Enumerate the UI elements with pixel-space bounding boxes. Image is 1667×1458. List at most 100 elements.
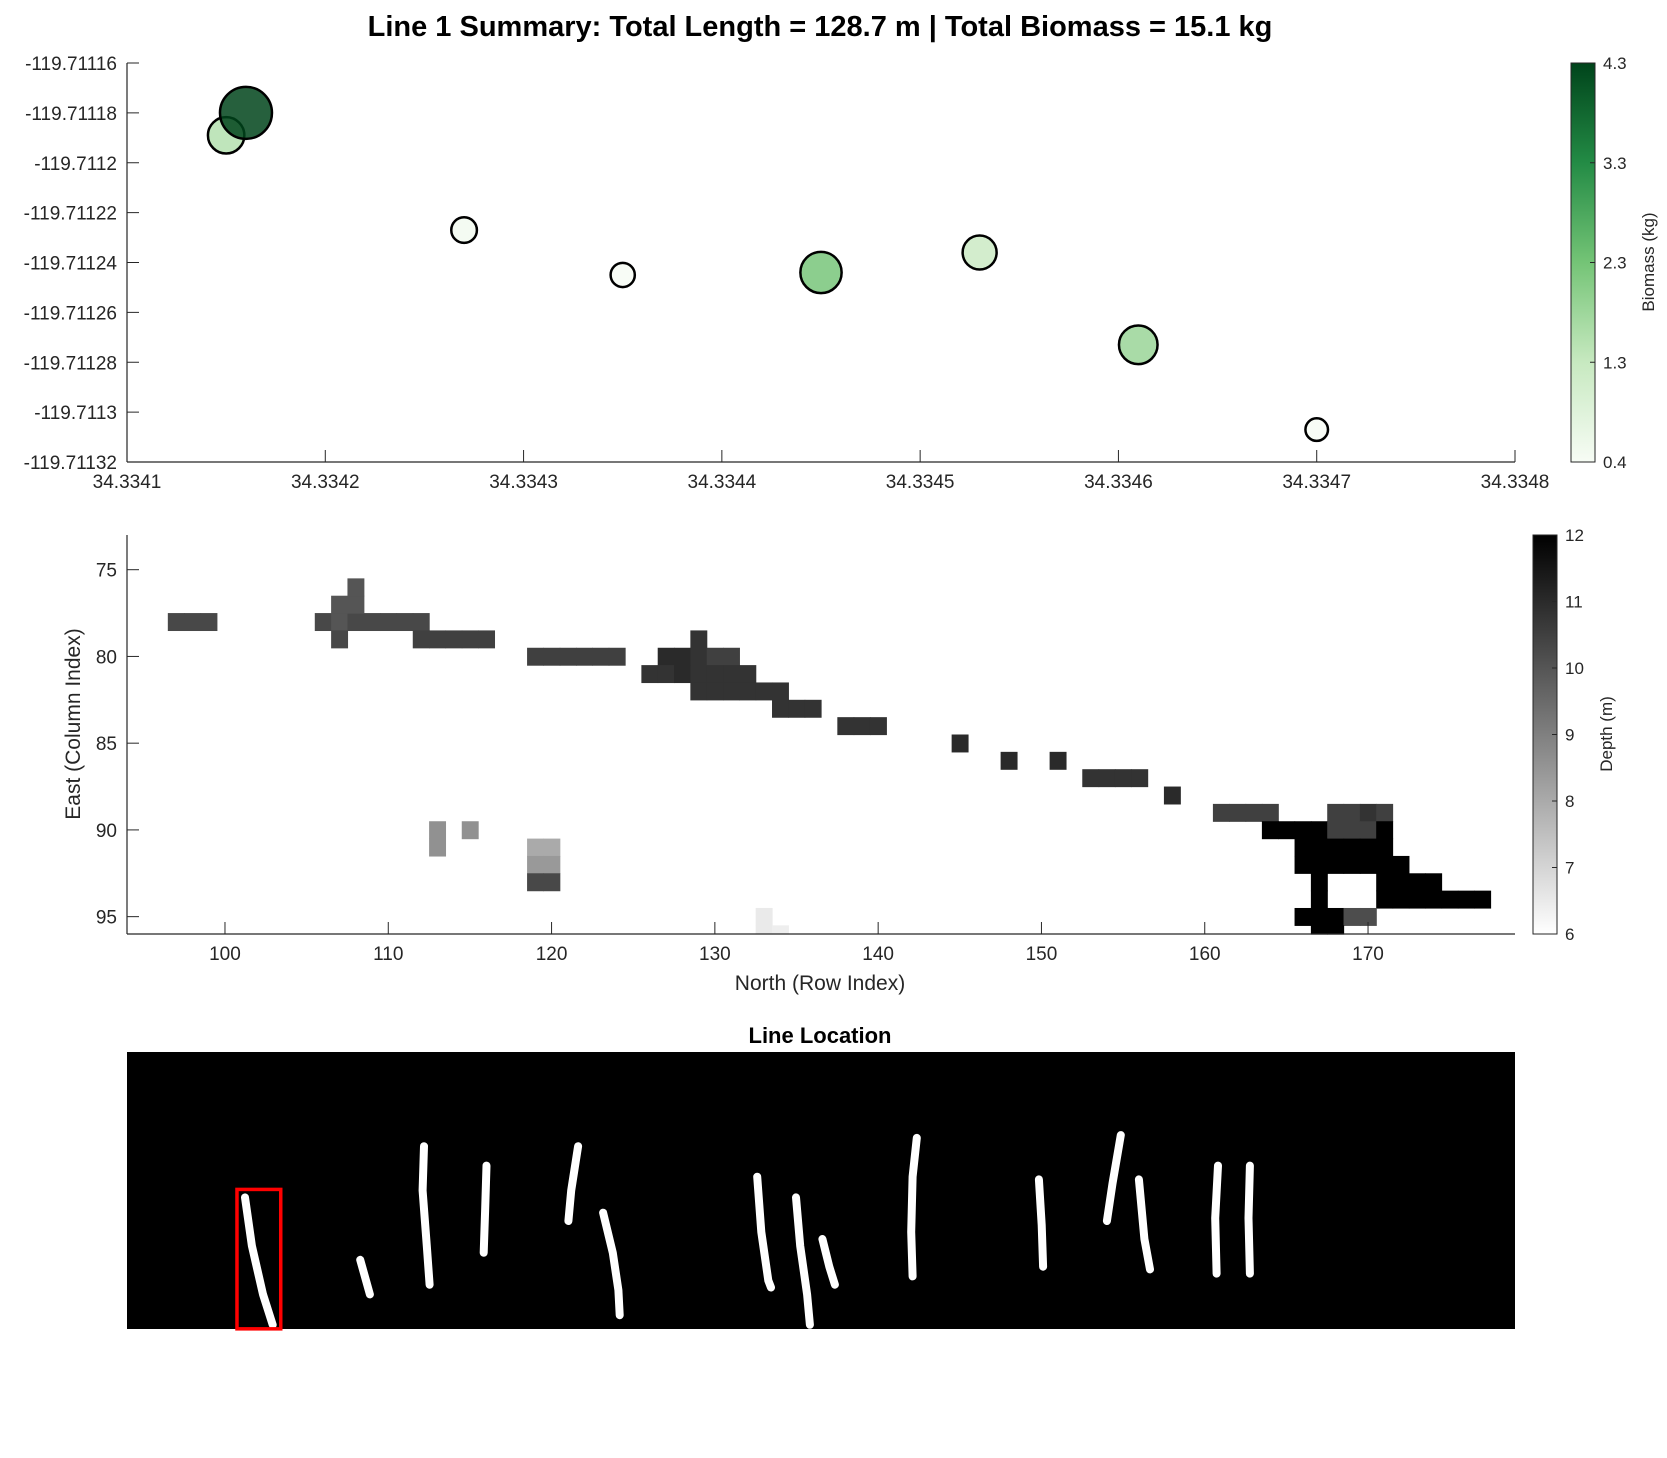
depth-cell: [869, 717, 887, 736]
depth-cell: [1474, 890, 1492, 909]
depth-cell: [1376, 890, 1394, 909]
depth-cell: [1310, 925, 1328, 935]
depth-x-tick-label: 110: [373, 944, 403, 965]
depth-map-ylabel: East (Column Index): [62, 628, 85, 819]
depth-cell: [543, 838, 561, 857]
depth-cells: [167, 578, 1492, 935]
depth-colorbar-tick-label: 10: [1565, 659, 1584, 678]
bubble-y-tick-label: -119.71116: [25, 54, 117, 75]
depth-cell: [527, 873, 544, 892]
bubble-x-tick-label: 34.3343: [489, 472, 558, 493]
depth-cell: [690, 665, 708, 684]
depth-cell: [723, 665, 740, 684]
bubble-y-tick-label: -119.7112: [34, 154, 117, 175]
line-stroke: [1244, 1161, 1254, 1278]
depth-cell: [1392, 890, 1410, 909]
depth-cell: [1310, 855, 1328, 874]
depth-cell: [363, 613, 381, 632]
depth-cell: [1408, 873, 1426, 892]
depth-cell: [543, 855, 561, 874]
biomass-colorbar-label: Biomass (kg): [1639, 212, 1658, 311]
bubble-y-tick-label: -119.71132: [24, 453, 117, 474]
depth-cell: [1082, 769, 1100, 788]
biomass-colorbar-tick-label: 2.3: [1603, 254, 1627, 273]
depth-cell: [837, 717, 855, 736]
depth-colorbar-tick-label: 6: [1565, 925, 1574, 944]
depth-x-tick-label: 100: [209, 944, 241, 965]
depth-cell: [559, 647, 577, 666]
depth-cell: [1359, 821, 1377, 840]
depth-cell: [739, 682, 757, 701]
depth-cell: [331, 630, 349, 649]
depth-cell: [1376, 803, 1394, 822]
depth-cell: [1343, 803, 1361, 822]
depth-cell: [396, 613, 414, 632]
biomass-bubble-plot: 34.3341 34.3342 34.3343 34.3344 34.3345 34.33…: [24, 54, 1658, 493]
depth-cell: [347, 595, 365, 614]
depth-cell: [478, 630, 496, 649]
depth-map: 100 110 120 130 140 150 160 170 75 80 85 90 95 North…: [62, 526, 1616, 995]
depth-colorbar-tick-label: 8: [1565, 792, 1574, 811]
depth-cell: [543, 647, 561, 666]
selected-line-box: [235, 1187, 283, 1331]
depth-cell: [1425, 873, 1443, 892]
depth-cell: [543, 873, 561, 892]
depth-cell: [1310, 907, 1328, 926]
bubble-x-tick-label: 34.3347: [1282, 472, 1351, 493]
depth-cell: [1376, 855, 1394, 874]
bubble-x-tick-label: 34.3346: [1084, 472, 1153, 493]
line-stroke: [753, 1172, 775, 1292]
depth-x-tick-label: 140: [862, 944, 894, 965]
depth-cell: [706, 665, 724, 684]
depth-cell: [723, 682, 740, 701]
depth-cell: [1212, 803, 1230, 822]
depth-cell: [1327, 855, 1345, 874]
depth-cell: [1425, 890, 1443, 909]
depth-cell: [1343, 821, 1361, 840]
depth-x-tick-label: 120: [536, 944, 568, 965]
depth-x-tick-label: 160: [1189, 944, 1221, 965]
bubble-y-tick-label: -119.71124: [24, 254, 118, 275]
depth-cell: [347, 578, 365, 597]
bubble-x-tick-label: 34.3342: [291, 472, 360, 493]
line-stroke: [818, 1235, 839, 1289]
depth-cell: [412, 613, 430, 632]
bubble-points: [206, 85, 1330, 443]
depth-cell: [755, 682, 773, 701]
depth-cell: [674, 647, 691, 666]
line-location-title: Line Location: [749, 1023, 892, 1048]
bubble-point: [218, 85, 274, 141]
depth-cell: [1114, 769, 1132, 788]
depth-cell: [380, 613, 398, 632]
depth-cell: [1163, 786, 1181, 805]
depth-cell: [461, 821, 479, 840]
depth-cell: [1294, 907, 1312, 926]
bubble-point: [799, 250, 843, 295]
depth-cell: [853, 717, 871, 736]
biomass-colorbar-tick-label: 4.3: [1603, 54, 1627, 73]
depth-cell: [772, 699, 789, 718]
depth-cell: [1000, 751, 1018, 770]
bubble-plot-axes: 34.3341 34.3342 34.3343 34.3344 34.3345 34.33…: [24, 54, 1550, 493]
bubble-point: [450, 216, 479, 245]
bubble-point: [1117, 324, 1159, 366]
depth-cell: [755, 907, 773, 926]
depth-cell: [1392, 873, 1410, 892]
bubble-x-tick-label: 34.3341: [93, 472, 162, 493]
depth-cell: [1278, 821, 1296, 840]
bubble-x-tick-label: 34.3344: [688, 472, 757, 493]
depth-cell: [429, 821, 447, 840]
biomass-colorbar-tick-label: 1.3: [1603, 353, 1627, 372]
bubble-y-tick-label: -119.71118: [25, 104, 117, 125]
depth-cell: [608, 647, 626, 666]
depth-cell: [1261, 821, 1279, 840]
depth-cell: [1392, 855, 1410, 874]
depth-y-tick-label: 85: [96, 734, 117, 755]
depth-cell: [1131, 769, 1149, 788]
line-stroke: [241, 1193, 277, 1329]
depth-x-tick-label: 170: [1352, 944, 1384, 965]
depth-y-tick-label: 80: [96, 647, 117, 668]
depth-cell: [1359, 855, 1377, 874]
line-location-strokes: [235, 1131, 1254, 1331]
depth-cell: [314, 613, 332, 632]
